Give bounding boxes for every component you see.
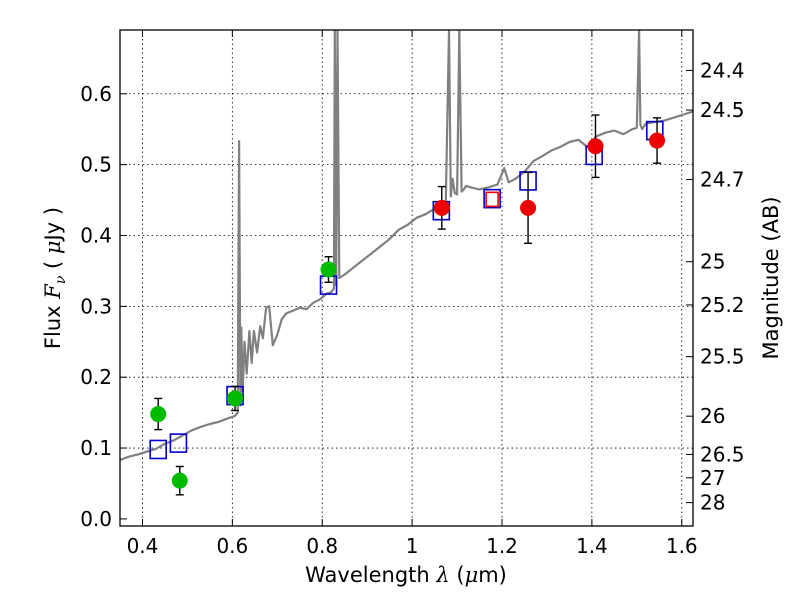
- magnitude-tick-label: 25.2: [700, 293, 745, 317]
- y-tick-label: 0.2: [80, 365, 112, 389]
- x-tick-label: 1.4: [576, 534, 608, 558]
- model-sed-line: [120, 30, 693, 462]
- magnitude-tick-label: 24.5: [700, 98, 745, 122]
- observed-optical-point: [171, 472, 188, 489]
- model-photometry-marker: [149, 439, 167, 460]
- upper-limit-marker: [485, 191, 499, 208]
- observed-optical-point: [227, 390, 244, 407]
- plot-area: [120, 30, 693, 496]
- axes: 0.4 0.6 0.8 1 1.2 1.4 1.6 0.0 0.1 0.2 0.3 0.4 0.5 0.6…: [80, 30, 745, 558]
- observed-nir-point: [587, 138, 604, 155]
- magnitude-tick-label: 26: [700, 404, 725, 428]
- y-axis-label: Flux Fν ( μJy ): [41, 207, 69, 349]
- right-axis-label: Magnitude (AB): [759, 196, 783, 359]
- y-tick-label: 0.1: [80, 436, 112, 460]
- x-tick-label: 1.2: [486, 534, 518, 558]
- observed-optical-point: [150, 406, 167, 423]
- y-tick-label: 0.4: [80, 223, 112, 247]
- x-tick-label: 0.4: [127, 534, 159, 558]
- magnitude-tick-label: 25: [700, 250, 725, 274]
- y-tick-label: 0.6: [80, 82, 112, 106]
- x-tick-label: 1: [406, 534, 419, 558]
- x-tick-label: 0.8: [306, 534, 338, 558]
- model-photometry-marker: [483, 188, 501, 209]
- y-tick-label: 0.3: [80, 294, 112, 318]
- y-tick-label: 0.5: [80, 153, 112, 177]
- model-photometry-marker: [169, 433, 188, 453]
- grid: [120, 30, 693, 526]
- magnitude-tick-label: 24.7: [700, 168, 745, 192]
- x-tick-label: 0.6: [216, 534, 248, 558]
- observed-nir-point: [649, 132, 666, 149]
- magnitude-tick-label: 28: [700, 491, 725, 515]
- plot-frame: [119, 29, 694, 527]
- observed-nir-point: [433, 199, 450, 216]
- x-tick-label: 1.6: [666, 534, 698, 558]
- observed-optical-point: [320, 261, 337, 278]
- observed-nir-point: [520, 199, 537, 216]
- magnitude-tick-label: 25.5: [700, 345, 745, 369]
- y-tick-label: 0.0: [80, 507, 112, 531]
- magnitude-tick-label: 27: [700, 466, 725, 490]
- magnitude-tick-label: 24.4: [700, 58, 745, 82]
- magnitude-tick-label: 26.5: [700, 442, 745, 466]
- x-axis-label: Wavelength λ (μm): [305, 563, 507, 587]
